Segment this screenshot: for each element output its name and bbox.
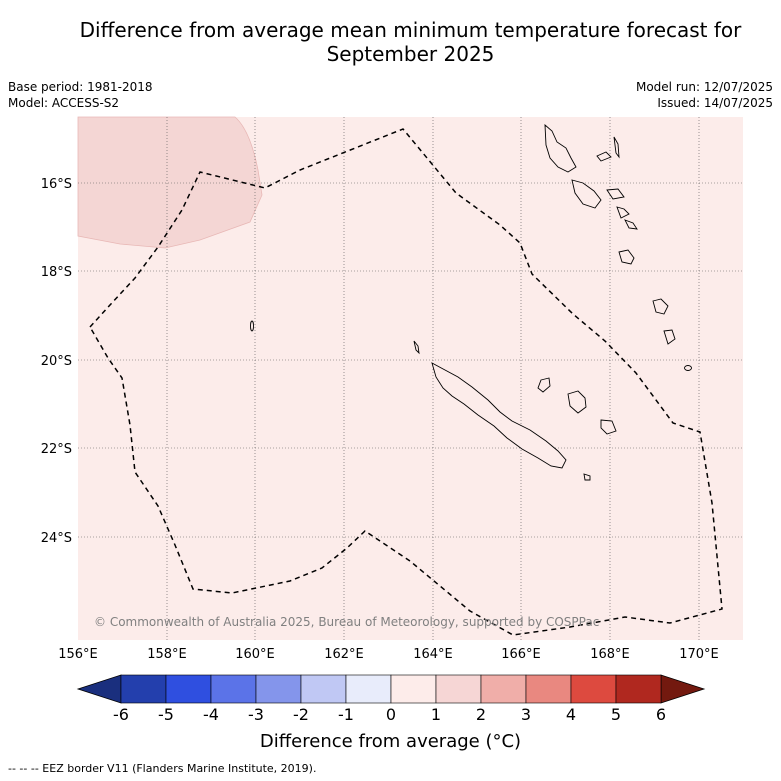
isle-of-pines <box>583 473 591 481</box>
colorbar-tick-label: 2 <box>476 705 486 724</box>
mare-island <box>600 419 617 435</box>
lon-label-168e: 168°E <box>590 647 630 662</box>
colorbar-extend-left <box>76 674 122 704</box>
colorbar-tick-label: 1 <box>431 705 441 724</box>
gridlines <box>78 117 743 640</box>
erromango-island <box>618 249 635 265</box>
model-name: Model: ACCESS-S2 <box>8 96 120 110</box>
colorbar-cell <box>390 674 437 704</box>
colorbar-tick-label: 3 <box>521 705 531 724</box>
shepherd-islands <box>616 206 630 219</box>
meta-right: Model run: 12/07/2025 Issued: 14/07/2025 <box>636 79 773 111</box>
copyright-text: © Commonwealth of Australia 2025, Bureau… <box>94 615 599 629</box>
anomaly-patch <box>77 116 263 249</box>
colorbar-cell <box>570 674 617 704</box>
colorbar-label: Difference from average (°C) <box>259 731 522 752</box>
colorbar-tick-label: 4 <box>566 705 576 724</box>
issued-date: Issued: 14/07/2025 <box>657 96 773 110</box>
lat-label-20s: 20°S <box>41 354 72 369</box>
chart-title: Difference from average mean minimum tem… <box>40 18 781 66</box>
lat-label-24s: 24°S <box>41 531 72 546</box>
walpole-island <box>684 365 692 371</box>
eez-border <box>89 128 723 636</box>
lon-label-166e: 166°E <box>501 647 541 662</box>
chesterfield-islands <box>250 320 254 332</box>
coastlines <box>250 123 692 481</box>
colorbar-tick-label: -6 <box>113 705 129 724</box>
colorbar-tick-label: -1 <box>338 705 354 724</box>
footer-legend: -- -- -- EEZ border V11 (Flanders Marine… <box>8 762 317 775</box>
lon-label-158e: 158°E <box>147 647 187 662</box>
colorbar-tick-label: -3 <box>248 705 264 724</box>
efate-island <box>624 219 638 230</box>
pentecost-island <box>613 136 620 159</box>
malakula-island <box>571 179 602 209</box>
model-run: Model run: 12/07/2025 <box>635 80 773 94</box>
maewo-island <box>596 151 612 162</box>
lat-label-16s: 16°S <box>41 177 72 192</box>
aneityum-island <box>663 329 676 345</box>
longitude-labels: 156°E 158°E 160°E 162°E 164°E 166°E 168°… <box>58 647 719 662</box>
colorbar-tick-label: 5 <box>611 705 621 724</box>
tanna-island <box>652 298 669 315</box>
colorbar-tick-label: 6 <box>656 705 666 724</box>
colorbar-cell <box>255 674 302 704</box>
colorbar-cell <box>525 674 572 704</box>
colorbar-extend-right <box>660 674 706 704</box>
colorbar-cell <box>615 674 662 704</box>
colorbar-tick-label: -2 <box>293 705 309 724</box>
lat-label-22s: 22°S <box>41 442 72 457</box>
ouvea-island <box>537 377 551 393</box>
meta-left: Base period: 1981-2018 Model: ACCESS-S2 <box>8 79 153 111</box>
title-line-1: Difference from average mean minimum tem… <box>79 18 742 42</box>
colorbar-cell <box>435 674 482 704</box>
colorbar-cell <box>120 674 167 704</box>
colorbar-cell <box>165 674 212 704</box>
colorbar-cell <box>480 674 527 704</box>
lon-label-162e: 162°E <box>324 647 364 662</box>
lon-label-170e: 170°E <box>679 647 719 662</box>
colorbar-cell <box>345 674 392 704</box>
colorbar-tick-label: 0 <box>386 705 396 724</box>
colorbar-cell <box>300 674 347 704</box>
lifou-island <box>567 390 587 414</box>
latitude-labels: 16°S 18°S 20°S 22°S 24°S <box>41 177 72 546</box>
colorbar: -6 -5 -4 -3 -2 -1 0 1 2 3 4 5 6 <box>76 674 706 724</box>
lon-label-164e: 164°E <box>413 647 453 662</box>
new-caledonia-island <box>431 362 567 469</box>
colorbar-tick-label: -5 <box>158 705 174 724</box>
title-line-2: September 2025 <box>326 42 495 66</box>
epi-island <box>606 188 625 200</box>
lat-label-18s: 18°S <box>41 265 72 280</box>
colorbar-tick-label: -4 <box>203 705 219 724</box>
lon-label-156e: 156°E <box>58 647 98 662</box>
espiritu-santo-island <box>544 123 577 173</box>
base-period: Base period: 1981-2018 <box>8 80 153 94</box>
lon-label-160e: 160°E <box>235 647 275 662</box>
colorbar-cell <box>210 674 257 704</box>
belep-islands <box>413 340 420 355</box>
